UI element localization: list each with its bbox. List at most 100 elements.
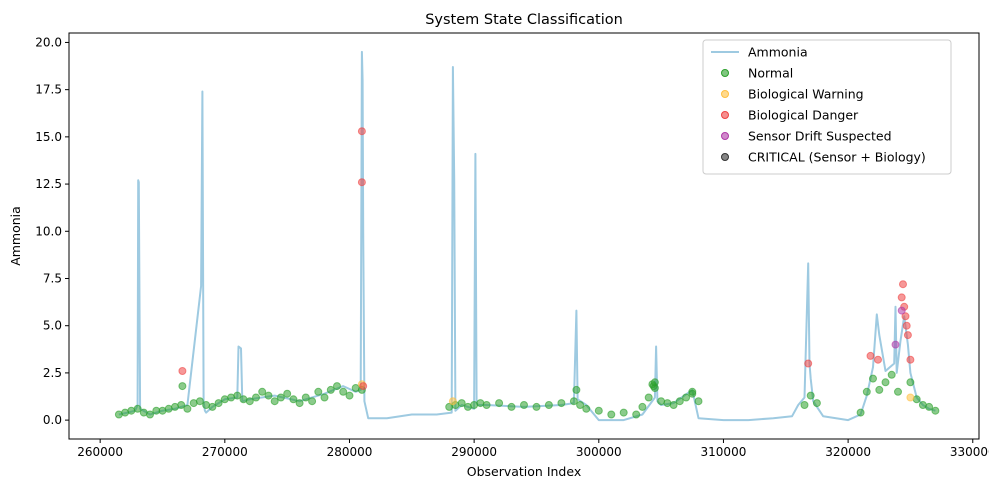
y-tick-label-3: 7.5 <box>43 271 62 285</box>
scatter-point-s1-23 <box>258 387 267 396</box>
y-tick-label-2: 5.0 <box>43 319 62 333</box>
scatter-point-s3-12 <box>903 331 912 340</box>
scatter-point-s1-31 <box>308 397 317 406</box>
scatter-point-s1-60 <box>638 402 647 411</box>
scatter-point-s1-27 <box>283 389 292 398</box>
scatter-point-s1-52 <box>557 399 566 408</box>
scatter-point-s1-32 <box>314 387 323 396</box>
legend: Ammonia Normal Biological Warning Biologica… <box>702 39 952 175</box>
scatter-point-s1-67 <box>682 393 691 402</box>
scatter-point-s3-4 <box>804 359 813 368</box>
scatter-point-s1-84 <box>931 406 940 415</box>
legend-label-2: Biological Warning <box>748 87 864 102</box>
y-tick-label-6: 15.0 <box>35 130 62 144</box>
chart-title: System State Classification <box>425 12 623 28</box>
scatter-point-s1-74 <box>862 387 871 396</box>
scatter-point-s3-3 <box>359 382 368 391</box>
scatter-point-s1-79 <box>894 387 902 396</box>
scatter-point-s1-35 <box>333 382 341 391</box>
y-tick-label-7: 17.5 <box>35 83 62 97</box>
scatter-point-s3-0 <box>178 367 187 375</box>
x-tick-label-2: 280000 <box>327 445 373 459</box>
x-axis-label: Observation Index <box>467 464 582 479</box>
scatter-point-s1-10 <box>177 401 186 409</box>
scatter-point-s3-8 <box>899 280 907 289</box>
plot-area <box>114 50 940 422</box>
x-tick-label-3: 290000 <box>451 445 497 459</box>
scatter-point-s1-5 <box>146 410 154 419</box>
scatter-point-s1-73 <box>856 408 865 417</box>
scatter-point-s1-33 <box>320 393 329 402</box>
scatter-point-s1-47 <box>495 399 504 408</box>
y-axis: 0.0 2.5 5.0 7.5 10.0 12.5 15.0 17.5 20.0 <box>35 35 69 427</box>
x-tick-label-1: 270000 <box>202 445 248 459</box>
scatter-point-s3-6 <box>874 355 882 364</box>
scatter-point-s1-70 <box>800 401 809 409</box>
scatter-point-s3-1 <box>357 127 366 136</box>
y-tick-label-8: 20.0 <box>35 35 62 49</box>
scatter-point-s1-69 <box>694 397 703 406</box>
scatter-point-s1-16 <box>214 399 223 408</box>
y-tick-label-0: 0.0 <box>43 413 62 427</box>
scatter-point-s1-54 <box>576 401 585 409</box>
scatter-point-s4-1 <box>897 306 906 315</box>
scatter-point-s1-50 <box>532 402 541 411</box>
scatter-point-s1-21 <box>245 397 254 406</box>
scatter-point-s1-22 <box>252 393 260 402</box>
legend-label-0: Ammonia <box>748 45 808 60</box>
scatter-point-s1-75 <box>869 374 877 383</box>
scatter-point-s1-65 <box>669 401 678 409</box>
scatter-point-s1-55 <box>582 404 591 413</box>
x-tick-label-4: 300000 <box>576 445 622 459</box>
legend-swatch-1 <box>721 69 729 77</box>
scatter-point-s1-29 <box>295 399 304 408</box>
x-tick-label-5: 310000 <box>701 445 747 459</box>
scatter-point-s1-37 <box>345 391 354 400</box>
scatter-point-s1-56 <box>594 406 603 415</box>
scatter-point-s1-85 <box>178 382 187 391</box>
scatter-point-s1-59 <box>632 410 641 419</box>
legend-label-3: Biological Danger <box>748 108 859 123</box>
y-tick-label-5: 12.5 <box>35 177 62 191</box>
y-tick-label-1: 2.5 <box>43 366 62 380</box>
scatter-point-s2-2 <box>906 393 915 402</box>
scatter-point-s1-28 <box>289 395 298 404</box>
legend-swatch-5 <box>721 153 729 161</box>
scatter-point-s1-11 <box>183 404 192 413</box>
x-tick-label-0: 260000 <box>77 445 123 459</box>
scatter-point-s3-13 <box>906 355 915 364</box>
legend-swatch-4 <box>721 132 729 140</box>
legend-label-5: CRITICAL (Sensor + Biology) <box>748 150 926 165</box>
scatter-point-s1-19 <box>233 391 242 400</box>
scatter-point-s3-11 <box>902 321 911 330</box>
scatter-point-s4-0 <box>891 340 900 349</box>
scatter-point-s1-49 <box>520 401 528 409</box>
scatter-point-s1-15 <box>208 402 217 411</box>
scatter-point-s1-86 <box>572 385 581 394</box>
scatter-point-s1-76 <box>875 385 884 394</box>
legend-box <box>702 39 952 175</box>
legend-swatch-3 <box>721 111 729 119</box>
scatter-point-s1-53 <box>569 397 578 406</box>
legend-label-4: Sensor Drift Suspected <box>748 129 892 144</box>
scatter-point-s1-30 <box>301 393 310 402</box>
scatter-point-s1-58 <box>619 408 628 417</box>
scatter-point-s1-89 <box>650 378 659 387</box>
scatter-point-s1-71 <box>806 391 815 400</box>
scatter-point-s3-7 <box>897 293 906 302</box>
scatter-point-s1-42 <box>457 399 466 408</box>
y-axis-label: Ammonia <box>8 206 23 266</box>
scatter-point-s1-26 <box>276 393 285 402</box>
scatter-point-s1-78 <box>887 370 896 379</box>
plot-frame <box>68 32 980 440</box>
scatter-point-s3-5 <box>866 351 875 360</box>
scatter-point-s1-36 <box>339 387 348 396</box>
scatter-point-s1-57 <box>607 410 616 419</box>
scatter-point-s1-25 <box>270 397 279 406</box>
scatter-point-s1-48 <box>507 402 516 411</box>
scatter-point-s1-46 <box>482 401 491 409</box>
scatter-point-s1-72 <box>812 399 821 408</box>
